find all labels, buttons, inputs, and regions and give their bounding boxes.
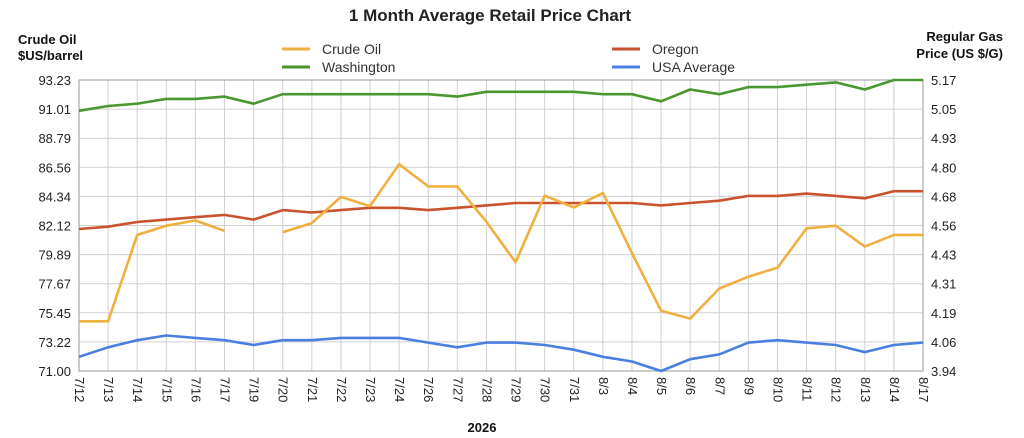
x-tick-label: 8/7	[712, 377, 727, 395]
x-tick-label: 8/6	[683, 377, 698, 395]
left-tick-label: 86.56	[38, 160, 71, 175]
x-tick-label: 7/16	[188, 377, 203, 402]
x-tick-label: 8/9	[741, 377, 756, 395]
right-axis-ticks: 3.94 4.06 4.19 4.31 4.43 4.56 4.68 4.80 4.93 5.05…	[931, 73, 956, 379]
right-tick-label: 4.43	[931, 248, 956, 263]
right-axis-title-line1: Regular Gas	[926, 29, 1003, 44]
x-tick-label: 7/19	[247, 377, 262, 402]
legend-usa-average-label: USA Average	[652, 59, 735, 75]
legend-oregon-label: Oregon	[652, 41, 699, 57]
series-line-usa-average	[78, 334, 924, 373]
x-tick-label: 8/3	[596, 377, 611, 395]
x-tick-label: 8/10	[770, 377, 785, 402]
x-tick-label: 7/27	[450, 377, 465, 402]
left-tick-label: 88.79	[38, 131, 71, 146]
x-tick-label: 7/29	[509, 377, 524, 402]
legend-washington-label: Washington	[322, 59, 395, 75]
series-lines	[78, 78, 924, 373]
legend-crude-oil-label: Crude Oil	[322, 41, 381, 57]
left-axis-title-line1: Crude Oil	[18, 32, 77, 47]
right-tick-label: 3.94	[931, 364, 956, 379]
right-axis-title-line2: Price (US $/G)	[916, 46, 1003, 61]
x-tick-label: 7/21	[305, 377, 320, 402]
x-tick-label: 7/26	[421, 377, 436, 402]
left-tick-label: 75.45	[38, 306, 71, 321]
plot-border	[78, 79, 924, 372]
right-tick-label: 4.56	[931, 219, 956, 234]
left-tick-label: 77.67	[38, 277, 71, 292]
x-tick-label: 7/23	[363, 377, 378, 402]
x-tick-label: 7/17	[218, 377, 233, 402]
right-tick-label: 4.80	[931, 160, 956, 175]
x-tick-label: 7/28	[479, 377, 494, 402]
x-tick-label: 7/13	[101, 377, 116, 402]
x-tick-label: 8/5	[654, 377, 669, 395]
x-tick-label: 8/11	[800, 377, 815, 401]
right-tick-label: 5.17	[931, 73, 956, 88]
x-tick-label: 8/17	[916, 377, 931, 402]
series-line-washington	[78, 78, 923, 113]
x-tick-label: 7/14	[130, 377, 145, 402]
x-tick-label: 8/13	[858, 377, 873, 402]
x-tick-label: 7/22	[334, 377, 349, 402]
x-tick-label: 7/15	[159, 377, 174, 402]
series-line-oregon	[78, 189, 923, 231]
x-tick-label: 7/12	[72, 377, 87, 402]
x-axis-ticks: 7/12 7/13 7/14 7/15 7/16 7/17 7/19 7/20 7/21 7/22…	[72, 377, 931, 402]
right-tick-label: 4.31	[931, 277, 956, 292]
x-tick-label: 8/4	[625, 377, 640, 395]
x-tick-label: 7/31	[567, 377, 582, 402]
right-tick-label: 4.93	[931, 131, 956, 146]
x-tick-label: 8/14	[887, 377, 902, 402]
right-tick-label: 5.05	[931, 102, 956, 117]
left-tick-label: 84.34	[38, 189, 71, 204]
right-tick-label: 4.68	[931, 189, 956, 204]
right-tick-label: 4.19	[931, 306, 956, 321]
left-tick-label: 93.23	[38, 73, 71, 88]
series-line-crude-oil	[79, 162, 923, 323]
x-tick-label: 7/20	[276, 377, 291, 402]
x-tick-label: 7/30	[538, 377, 553, 402]
x-tick-label: 8/12	[829, 377, 844, 402]
x-axis-title: 2026	[468, 420, 497, 435]
left-tick-label: 71.00	[38, 364, 71, 379]
left-tick-label: 82.12	[38, 219, 71, 234]
left-tick-label: 73.22	[38, 335, 71, 350]
left-axis-ticks: 71.00 73.22 75.45 77.67 79.89 82.12 84.34 86.56…	[38, 73, 71, 379]
right-tick-label: 4.06	[931, 335, 956, 350]
left-tick-label: 91.01	[38, 102, 71, 117]
x-tick-label: 7/24	[392, 377, 407, 402]
legend: Crude Oil Oregon Washington USA Average	[282, 41, 735, 75]
left-axis-title-line2: $US/barrel	[18, 48, 83, 63]
left-tick-label: 79.89	[38, 248, 71, 263]
chart-title: 1 Month Average Retail Price Chart	[349, 6, 631, 25]
